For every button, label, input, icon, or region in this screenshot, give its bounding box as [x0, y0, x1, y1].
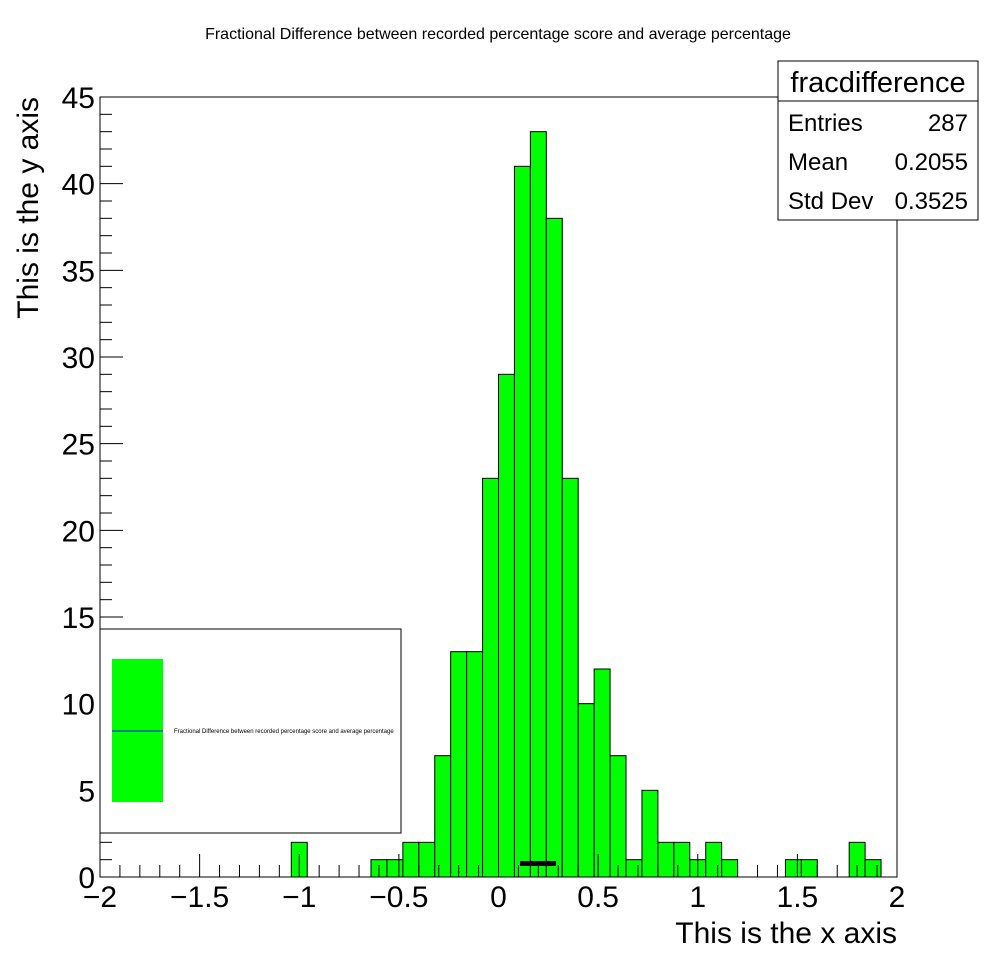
y-tick-label: 45 — [62, 82, 95, 115]
legend-box: Fractional Difference between recorded p… — [99, 628, 402, 834]
x-tick-label: −1 — [282, 881, 316, 914]
histogram-bar — [609, 755, 627, 878]
legend-entry-label: Fractional Difference between recorded p… — [174, 729, 394, 735]
histogram-bar — [545, 217, 563, 878]
histogram-bar — [402, 841, 420, 878]
histogram-bar — [529, 131, 547, 878]
y-tick-label: 35 — [62, 255, 95, 288]
x-tick-label: 0 — [490, 881, 507, 914]
y-tick-label: 40 — [62, 169, 95, 202]
stats-entries-label: Entries — [788, 110, 863, 137]
histogram-bar — [450, 651, 468, 878]
histogram-bar — [434, 755, 452, 878]
stats-stddev-label: Std Dev — [788, 188, 873, 215]
stats-mean-label: Mean — [788, 149, 848, 176]
histogram-bar — [418, 841, 436, 878]
histogram-bar — [593, 668, 611, 878]
histogram-bar — [641, 789, 659, 878]
histogram-bar — [625, 859, 643, 878]
histogram-bar — [561, 477, 579, 878]
x-axis-label: This is the x axis — [675, 917, 897, 950]
x-tick-label: 1 — [689, 881, 706, 914]
chart-title: Fractional Difference between recorded p… — [205, 26, 791, 43]
histogram-bar — [784, 859, 802, 878]
histogram-bar — [577, 703, 595, 878]
x-tick-label: −2 — [83, 881, 117, 914]
histogram-bar — [513, 165, 531, 878]
histogram-bar — [657, 841, 675, 878]
y-tick-label: 30 — [62, 342, 95, 375]
stats-stddev-value: 0.3525 — [895, 188, 968, 215]
histogram-bar — [673, 841, 691, 878]
histogram-bar — [386, 859, 404, 878]
y-tick-label: 25 — [62, 429, 95, 462]
histogram-bar — [705, 841, 723, 878]
histogram-bar — [800, 859, 818, 878]
histogram-bar — [498, 373, 515, 878]
y-tick-label: 20 — [62, 515, 95, 548]
x-tick-label: −0.5 — [369, 881, 428, 914]
x-tick-label: −1.5 — [170, 881, 229, 914]
y-tick-label: 15 — [62, 602, 95, 635]
stats-mean-value: 0.2055 — [895, 149, 968, 176]
y-tick-label: 5 — [78, 775, 95, 808]
y-tick-label: 0 — [78, 862, 95, 895]
x-tick-label: 2 — [889, 881, 906, 914]
y-tick-label: 10 — [62, 689, 95, 722]
histogram-bar — [482, 477, 499, 878]
stats-box-frame — [777, 60, 979, 221]
x-tick-label: 0.5 — [577, 881, 619, 914]
histogram-bar — [864, 859, 882, 878]
stats-entries-value: 287 — [928, 110, 968, 137]
x-tick-label: 1.5 — [777, 881, 819, 914]
histogram-bar — [466, 651, 484, 878]
mean-marker — [520, 861, 556, 866]
histogram-bar — [721, 859, 739, 878]
stats-box: fracdifference Entries 287 Mean 0.2055 S… — [777, 60, 979, 221]
stats-histogram-name: fracdifference — [790, 67, 965, 99]
y-axis-label: This is the y axis — [12, 97, 45, 319]
mean-marker-bar — [520, 861, 556, 866]
